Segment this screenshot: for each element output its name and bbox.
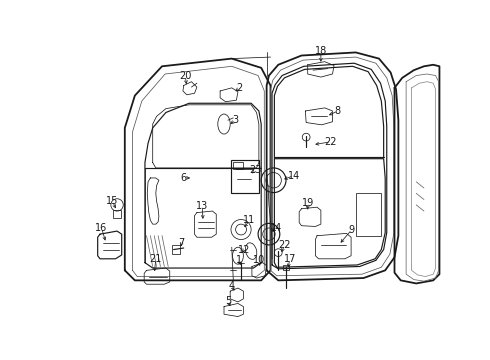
Text: 8: 8 xyxy=(335,106,341,116)
Text: 5: 5 xyxy=(225,296,231,306)
Text: 1: 1 xyxy=(237,255,243,265)
Bar xyxy=(233,162,243,170)
Text: 11: 11 xyxy=(244,215,256,225)
Text: 13: 13 xyxy=(196,202,208,211)
Text: 22: 22 xyxy=(325,137,337,147)
Text: 22: 22 xyxy=(278,240,291,250)
Text: 17: 17 xyxy=(284,254,296,264)
Bar xyxy=(283,265,289,270)
Text: 15: 15 xyxy=(106,196,119,206)
Text: 16: 16 xyxy=(96,223,108,233)
Text: 6: 6 xyxy=(181,173,187,183)
Bar xyxy=(172,245,180,254)
Text: 19: 19 xyxy=(301,198,314,208)
Text: 3: 3 xyxy=(233,115,239,125)
Text: 7: 7 xyxy=(178,238,185,248)
Bar xyxy=(113,210,121,218)
Bar xyxy=(356,193,381,236)
Text: 14: 14 xyxy=(288,171,300,181)
Text: 2: 2 xyxy=(236,83,243,93)
Text: 20: 20 xyxy=(179,71,192,81)
Text: 23: 23 xyxy=(249,165,261,175)
Text: 9: 9 xyxy=(349,225,355,235)
Text: 10: 10 xyxy=(253,255,265,265)
Text: 14: 14 xyxy=(270,223,282,233)
Text: 18: 18 xyxy=(315,46,327,56)
Bar xyxy=(231,160,259,193)
Text: 21: 21 xyxy=(149,254,162,264)
Text: 12: 12 xyxy=(238,244,250,255)
Text: 4: 4 xyxy=(229,281,235,291)
